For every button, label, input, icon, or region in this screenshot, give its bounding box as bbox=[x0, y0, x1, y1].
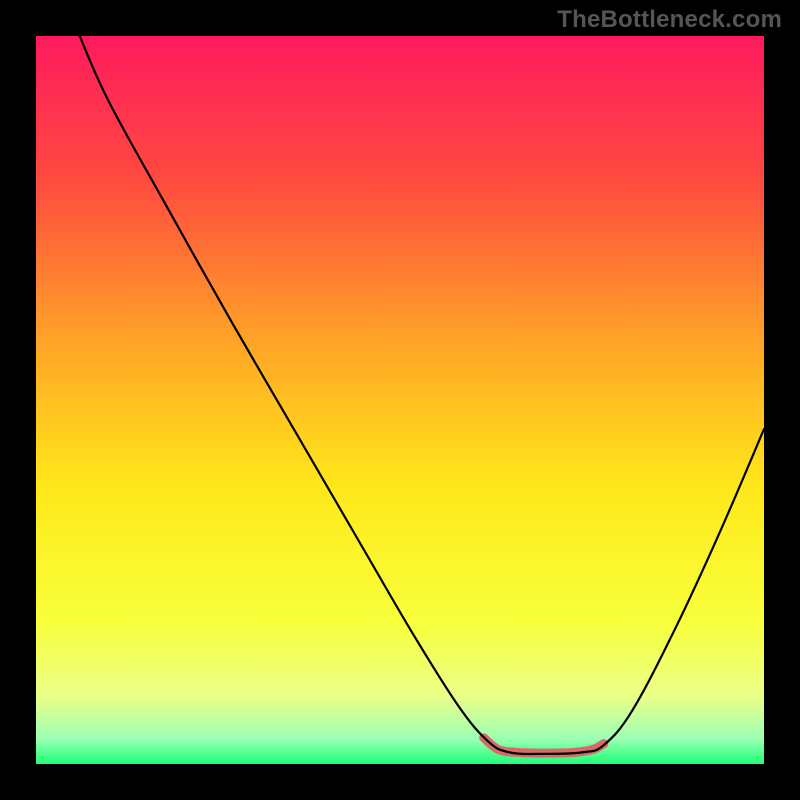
gradient-background bbox=[36, 36, 764, 764]
plot-area bbox=[36, 36, 764, 764]
chart-frame: TheBottleneck.com bbox=[0, 0, 800, 800]
watermark-text: TheBottleneck.com bbox=[557, 6, 782, 34]
plot-svg bbox=[36, 36, 764, 764]
